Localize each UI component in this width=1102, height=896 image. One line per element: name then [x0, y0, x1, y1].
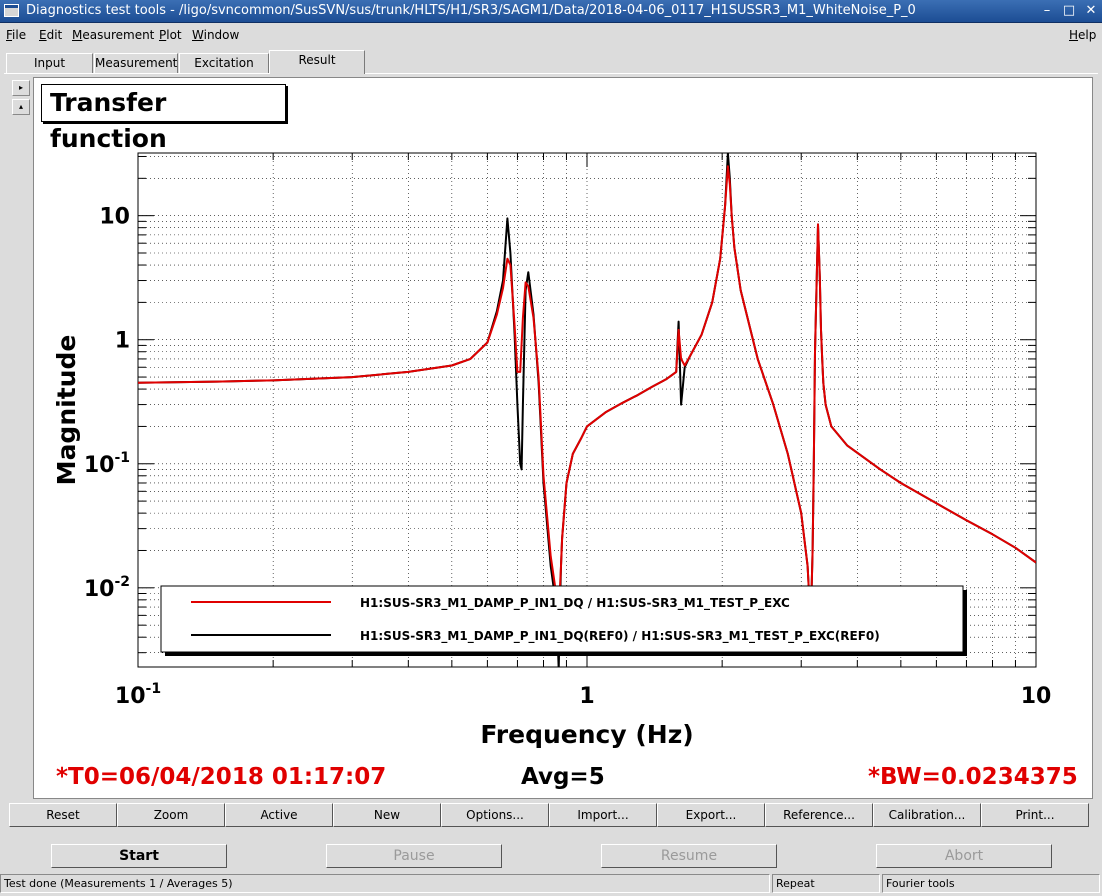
new-button[interactable]: New — [333, 803, 441, 827]
minimize-icon[interactable]: – — [1043, 3, 1051, 18]
legend-entry-reference: H1:SUS-SR3_M1_DAMP_P_IN1_DQ(REF0) / H1:S… — [360, 629, 880, 644]
menu-edit[interactable]: Edit — [39, 28, 63, 42]
legend-box — [160, 585, 964, 653]
calibration-button[interactable]: Calibration... — [873, 803, 981, 827]
abort-button[interactable]: Abort — [876, 844, 1052, 868]
status-message: Test done (Measurements 1 / Averages 5) — [0, 874, 770, 893]
menu-measurement[interactable]: Measurement — [72, 28, 155, 42]
menu-bar: File Edit Measurement Plot Window Help — [0, 24, 1102, 46]
y-tick-label: 1 — [115, 329, 130, 354]
close-icon[interactable]: ✕ — [1085, 3, 1097, 18]
y-tick-label: 10-2 — [84, 574, 130, 602]
transfer-function-plot[interactable]: 10-1 1 10 10-2 10-1 1 10 H1:SUS-SR3_M1_DAMP_P_… — [33, 77, 1093, 799]
menu-file[interactable]: File — [6, 28, 27, 42]
tab-result[interactable]: Result — [269, 50, 365, 74]
status-mode: Repeat — [772, 874, 880, 893]
plot-title: Transfer function — [41, 84, 286, 153]
y-tick-label: 10-1 — [84, 450, 130, 478]
averages-readout: Avg=5 — [521, 764, 605, 790]
zoom-button[interactable]: Zoom — [117, 803, 225, 827]
legend-entry-live: H1:SUS-SR3_M1_DAMP_P_IN1_DQ / H1:SUS-SR3… — [360, 596, 790, 611]
maximize-icon[interactable]: □ — [1062, 3, 1076, 18]
tab-input[interactable]: Input — [6, 53, 93, 73]
menu-window[interactable]: Window — [192, 28, 240, 42]
resume-button[interactable]: Resume — [601, 844, 777, 868]
legend: H1:SUS-SR3_M1_DAMP_P_IN1_DQ / H1:SUS-SR3… — [160, 585, 967, 656]
window-menu-icon[interactable] — [4, 4, 19, 17]
bandwidth-readout: *BW=0.0234375 — [868, 764, 1078, 790]
active-button[interactable]: Active — [225, 803, 333, 827]
menu-plot[interactable]: Plot — [159, 28, 182, 42]
start-button[interactable]: Start — [51, 844, 227, 868]
series-layer — [138, 153, 1036, 667]
tab-excitation[interactable]: Excitation — [179, 53, 269, 73]
t0-readout: *T0=06/04/2018 01:17:07 — [56, 764, 387, 790]
tab-measurement[interactable]: Measurement — [94, 53, 178, 73]
reference-button[interactable]: Reference... — [765, 803, 873, 827]
pause-button[interactable]: Pause — [326, 844, 502, 868]
options-button[interactable]: Options... — [441, 803, 549, 827]
y-axis-label: Magnitude — [52, 335, 81, 486]
collapse-up-icon[interactable]: ▴ — [12, 99, 30, 115]
y-tick-label: 10 — [99, 205, 130, 230]
x-tick-label: 10-1 — [115, 681, 161, 709]
expand-right-icon[interactable]: ▸ — [12, 80, 30, 96]
export-button[interactable]: Export... — [657, 803, 765, 827]
window-titlebar[interactable]: Diagnostics test tools - /ligo/svncommon… — [0, 0, 1102, 23]
reset-button[interactable]: Reset — [9, 803, 117, 827]
window-title: Diagnostics test tools - /ligo/svncommon… — [26, 3, 916, 18]
x-tick-label: 1 — [579, 684, 594, 709]
axis-ticks: 10-1 1 10 10-2 10-1 1 10 — [84, 153, 1052, 709]
tab-strip-divider — [4, 73, 1098, 74]
status-tool: Fourier tools — [882, 874, 1100, 893]
menu-help[interactable]: Help — [1069, 28, 1097, 42]
import-button[interactable]: Import... — [549, 803, 657, 827]
x-axis-label: Frequency (Hz) — [480, 720, 693, 749]
series-live-line — [138, 165, 1036, 627]
print-button[interactable]: Print... — [981, 803, 1089, 827]
plot-canvas[interactable] — [33, 77, 1093, 799]
x-tick-label: 10 — [1021, 684, 1052, 709]
